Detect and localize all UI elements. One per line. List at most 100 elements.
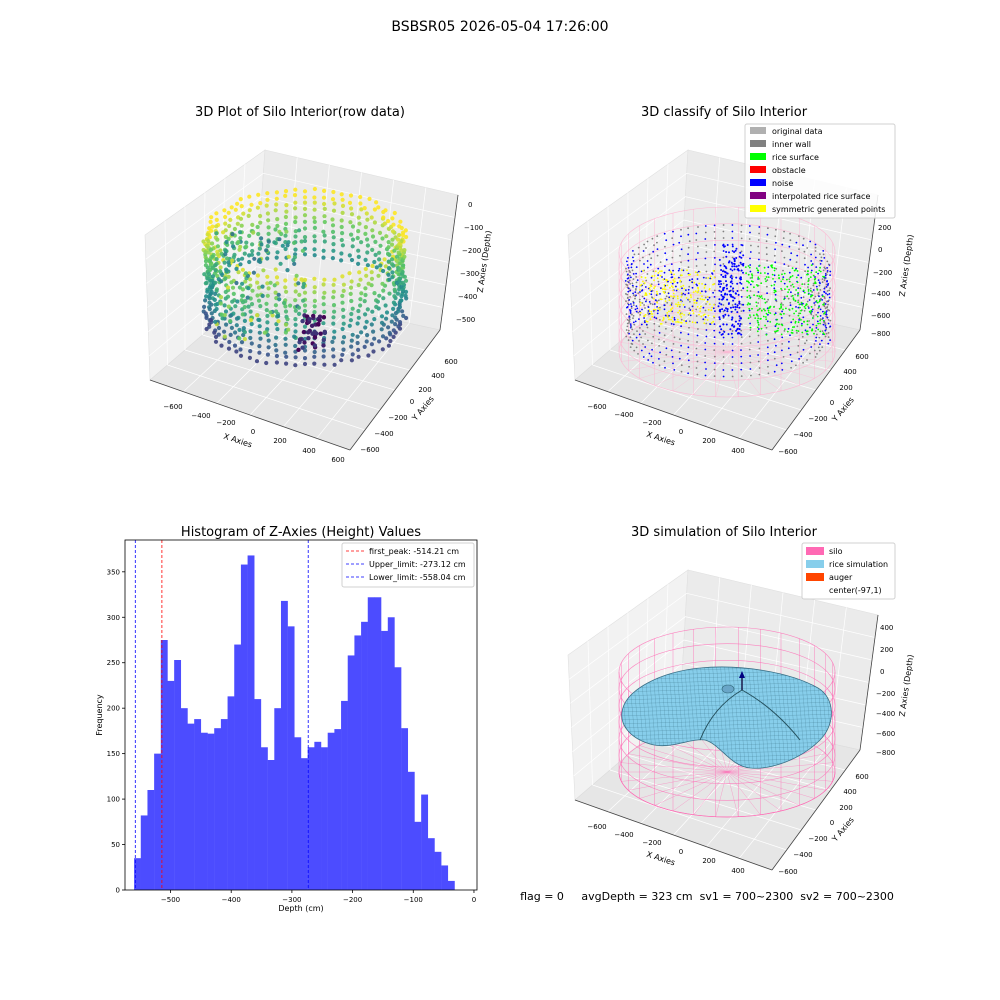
data-point	[403, 228, 408, 233]
data-point	[321, 229, 326, 234]
data-point	[725, 307, 727, 310]
data-point	[330, 229, 336, 234]
data-point	[698, 282, 701, 285]
data-point	[807, 273, 809, 276]
data-point	[757, 271, 759, 274]
data-point	[678, 357, 681, 360]
data-point	[734, 292, 737, 295]
data-point	[803, 250, 806, 253]
data-point	[299, 277, 304, 282]
data-point	[740, 342, 743, 345]
data-point	[780, 303, 782, 306]
cylinder-spoke	[726, 312, 782, 353]
data-point	[644, 276, 647, 279]
data-point	[767, 272, 769, 275]
data-point	[249, 321, 254, 327]
data-point	[787, 347, 790, 350]
data-point	[755, 305, 758, 307]
data-point	[265, 244, 270, 249]
data-point	[738, 255, 741, 258]
data-point	[695, 301, 698, 304]
data-point	[811, 308, 814, 311]
data-point	[815, 285, 818, 288]
data-point	[818, 336, 821, 339]
data-point	[302, 348, 308, 353]
data-point	[659, 270, 661, 273]
data-point	[680, 370, 683, 373]
data-point	[632, 294, 635, 296]
data-point	[215, 237, 220, 242]
data-point	[359, 330, 364, 335]
data-point	[322, 309, 327, 314]
x-axis-line	[574, 379, 773, 451]
data-point	[731, 245, 734, 248]
x-tick-label: −500	[161, 896, 180, 904]
data-point	[666, 314, 669, 317]
data-point	[654, 299, 657, 302]
data-point	[740, 283, 743, 285]
y-tick-label: 0	[410, 398, 414, 406]
data-point	[628, 270, 631, 272]
data-point	[663, 340, 665, 343]
legend-swatch	[750, 205, 766, 212]
data-point	[645, 294, 648, 296]
data-point	[386, 219, 391, 224]
mesh-line	[727, 666, 739, 769]
data-point	[635, 276, 638, 278]
cylinder-spoke	[621, 351, 728, 362]
data-point	[283, 285, 288, 290]
data-point	[765, 312, 768, 315]
data-point	[727, 314, 730, 317]
data-point	[698, 313, 700, 316]
data-point	[652, 361, 654, 364]
data-point	[719, 264, 722, 267]
data-point	[629, 296, 631, 298]
data-point	[819, 259, 822, 262]
data-point	[731, 316, 734, 319]
data-point	[695, 258, 698, 261]
x-tick-label: −400	[222, 896, 241, 904]
data-point	[821, 281, 824, 283]
data-point	[248, 335, 253, 341]
data-point	[311, 313, 316, 319]
data-point	[791, 267, 794, 270]
data-point	[356, 315, 361, 320]
data-point	[802, 296, 805, 299]
data-point	[274, 360, 279, 365]
data-point	[210, 274, 216, 279]
panel-title: Histogram of Z-Axies (Height) Values	[181, 525, 421, 540]
data-point	[209, 215, 214, 220]
data-point	[248, 329, 253, 334]
grid-line	[568, 592, 876, 680]
data-point	[640, 276, 643, 279]
data-point	[829, 270, 832, 273]
data-point	[809, 326, 811, 329]
data-point	[356, 347, 361, 352]
data-point	[272, 240, 277, 245]
data-point	[255, 293, 260, 298]
data-point	[688, 307, 691, 310]
legend-label: noise	[772, 179, 793, 188]
data-point	[772, 278, 774, 280]
data-point	[798, 312, 800, 315]
x-tick-label: 400	[302, 447, 315, 455]
data-point	[350, 237, 356, 242]
data-point	[746, 289, 749, 292]
data-point	[256, 192, 261, 197]
data-point	[801, 322, 803, 325]
data-point	[738, 306, 741, 309]
data-point	[672, 286, 674, 289]
data-point	[246, 304, 251, 309]
data-point	[265, 274, 270, 279]
data-point	[387, 330, 392, 335]
data-point	[256, 259, 261, 264]
data-point	[238, 244, 243, 249]
data-point	[302, 303, 308, 308]
data-point	[682, 303, 685, 306]
data-point	[814, 356, 817, 358]
data-point	[815, 340, 817, 342]
data-point	[816, 315, 819, 318]
data-point	[713, 283, 715, 285]
data-point	[758, 264, 761, 267]
data-point	[629, 309, 631, 311]
